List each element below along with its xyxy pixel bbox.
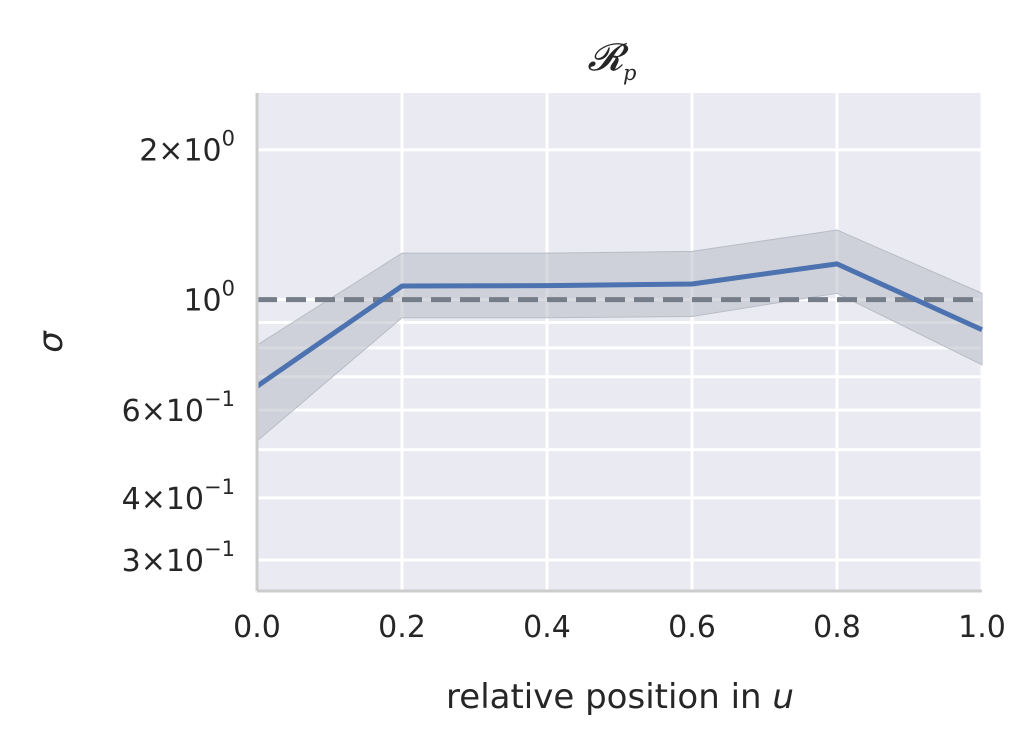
grid xyxy=(255,93,984,591)
y-tick-label: 100 xyxy=(183,277,235,319)
x-tick-label: 0.2 xyxy=(378,610,426,645)
x-tick-label: 1.0 xyxy=(958,610,1006,645)
confidence-band xyxy=(256,229,983,443)
y-tick-label: 3×10−1 xyxy=(122,537,235,579)
x-tick-label: 0.0 xyxy=(233,610,281,645)
x-tick-label: 0.6 xyxy=(668,610,716,645)
axes-spines xyxy=(255,93,982,593)
series-confidence-band xyxy=(256,229,983,443)
x-tick-label: 0.4 xyxy=(523,610,571,645)
y-tick-label: 2×100 xyxy=(139,127,235,169)
plot-background xyxy=(257,93,982,591)
series-line xyxy=(255,261,984,389)
y-tick-labels: 100 3×10−1 4×10−1 6×10−1 2×100 xyxy=(122,127,235,579)
series-lines xyxy=(255,261,984,389)
x-tick-label: 0.8 xyxy=(813,610,861,645)
x-tick-labels: 0.0 0.2 0.4 0.6 0.8 1.0 xyxy=(233,610,1006,645)
y-tick-label: 6×10−1 xyxy=(122,387,235,429)
chart-title: 𝓡p xyxy=(588,35,637,85)
y-tick-label: 4×10−1 xyxy=(122,475,235,517)
y-axis-label: σ xyxy=(31,330,71,353)
x-axis-label: relative position in u xyxy=(446,677,794,717)
